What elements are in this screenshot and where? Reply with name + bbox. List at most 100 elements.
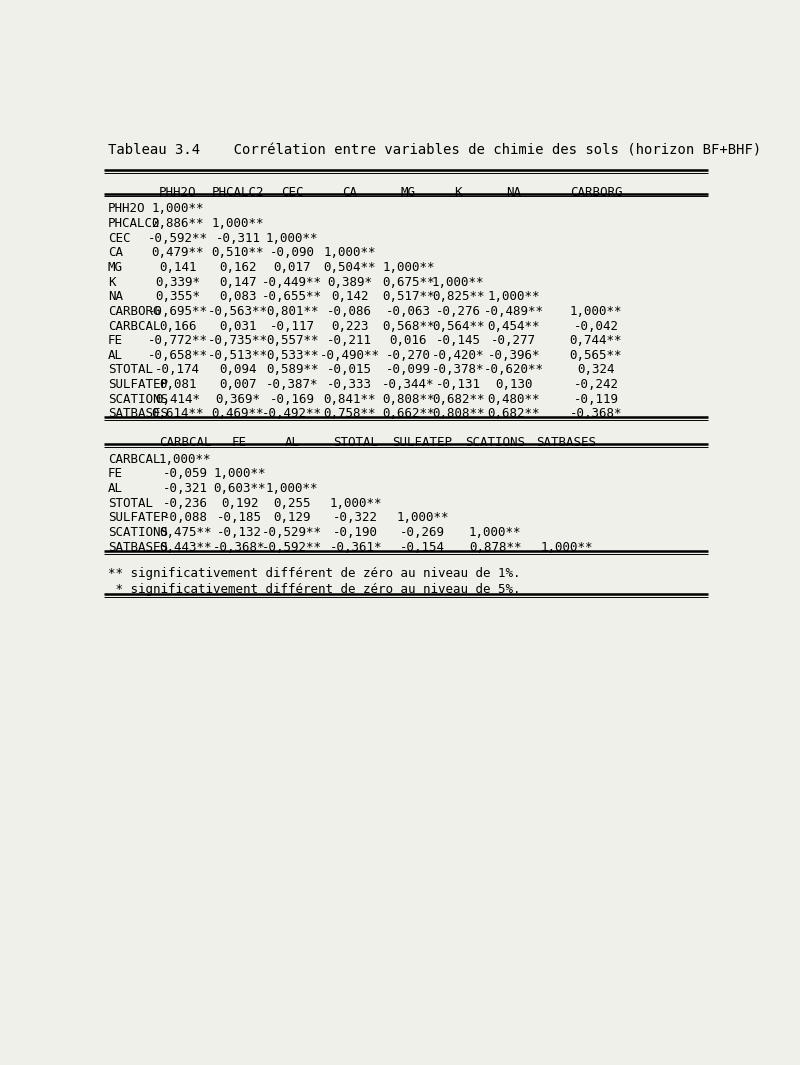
Text: 0,031: 0,031 bbox=[219, 320, 257, 332]
Text: -0,592**: -0,592** bbox=[147, 232, 207, 245]
Text: 1,000**: 1,000** bbox=[469, 526, 522, 539]
Text: 0,825**: 0,825** bbox=[432, 291, 484, 304]
Text: ** significativement différent de zéro au niveau de 1%.: ** significativement différent de zéro a… bbox=[108, 568, 520, 580]
Text: 0,510**: 0,510** bbox=[212, 246, 264, 260]
Text: -0,322: -0,322 bbox=[334, 511, 378, 524]
Text: SCATIONS: SCATIONS bbox=[108, 393, 168, 406]
Text: -0,513**: -0,513** bbox=[208, 349, 268, 362]
Text: 0,557**: 0,557** bbox=[266, 334, 318, 347]
Text: 0,682**: 0,682** bbox=[488, 407, 540, 421]
Text: 0,808**: 0,808** bbox=[432, 407, 484, 421]
Text: MG: MG bbox=[401, 185, 416, 198]
Text: 1,000**: 1,000** bbox=[323, 246, 376, 260]
Text: SCATIONS: SCATIONS bbox=[466, 436, 526, 448]
Text: PHCALC2: PHCALC2 bbox=[108, 217, 160, 230]
Text: PHH2O: PHH2O bbox=[108, 202, 146, 215]
Text: K: K bbox=[454, 185, 462, 198]
Text: 0,369*: 0,369* bbox=[215, 393, 261, 406]
Text: 0,454**: 0,454** bbox=[488, 320, 540, 332]
Text: -0,492**: -0,492** bbox=[262, 407, 322, 421]
Text: -0,236: -0,236 bbox=[162, 496, 208, 510]
Text: 0,223: 0,223 bbox=[331, 320, 368, 332]
Text: -0,321: -0,321 bbox=[162, 482, 208, 495]
Text: -0,529**: -0,529** bbox=[262, 526, 322, 539]
Text: NA: NA bbox=[108, 291, 122, 304]
Text: AL: AL bbox=[285, 436, 300, 448]
Text: -0,132: -0,132 bbox=[217, 526, 262, 539]
Text: 0,878**: 0,878** bbox=[469, 541, 522, 554]
Text: CEC: CEC bbox=[281, 185, 303, 198]
Text: 0,614**: 0,614** bbox=[151, 407, 204, 421]
Text: CEC: CEC bbox=[108, 232, 130, 245]
Text: 0,565**: 0,565** bbox=[570, 349, 622, 362]
Text: 1,000**: 1,000** bbox=[214, 468, 266, 480]
Text: AL: AL bbox=[108, 482, 122, 495]
Text: 0,130: 0,130 bbox=[495, 378, 533, 391]
Text: 0,662**: 0,662** bbox=[382, 407, 434, 421]
Text: -0,086: -0,086 bbox=[327, 305, 372, 317]
Text: 0,083: 0,083 bbox=[219, 291, 257, 304]
Text: 0,568**: 0,568** bbox=[382, 320, 434, 332]
Text: 0,443**: 0,443** bbox=[159, 541, 211, 554]
Text: CARBCAL: CARBCAL bbox=[108, 320, 160, 332]
Text: NA: NA bbox=[506, 185, 522, 198]
Text: 0,808**: 0,808** bbox=[382, 393, 434, 406]
Text: 0,758**: 0,758** bbox=[323, 407, 376, 421]
Text: 1,000**: 1,000** bbox=[540, 541, 593, 554]
Text: -0,063: -0,063 bbox=[386, 305, 431, 317]
Text: 0,324: 0,324 bbox=[578, 363, 614, 376]
Text: SCATIONS: SCATIONS bbox=[108, 526, 168, 539]
Text: 0,166: 0,166 bbox=[158, 320, 196, 332]
Text: -0,735**: -0,735** bbox=[208, 334, 268, 347]
Text: 0,886**: 0,886** bbox=[151, 217, 204, 230]
Text: 0,414*: 0,414* bbox=[155, 393, 200, 406]
Text: 0,479**: 0,479** bbox=[151, 246, 204, 260]
Text: 0,603**: 0,603** bbox=[214, 482, 266, 495]
Text: 0,016: 0,016 bbox=[390, 334, 427, 347]
Text: -0,563**: -0,563** bbox=[208, 305, 268, 317]
Text: FE: FE bbox=[232, 436, 247, 448]
Text: -0,361*: -0,361* bbox=[330, 541, 382, 554]
Text: -0,333: -0,333 bbox=[327, 378, 372, 391]
Text: CA: CA bbox=[342, 185, 357, 198]
Text: CARBCAL: CARBCAL bbox=[108, 453, 160, 465]
Text: -0,592**: -0,592** bbox=[262, 541, 322, 554]
Text: -0,154: -0,154 bbox=[400, 541, 445, 554]
Text: STOTAL: STOTAL bbox=[108, 496, 153, 510]
Text: 0,589**: 0,589** bbox=[266, 363, 318, 376]
Text: PHH2O: PHH2O bbox=[158, 185, 196, 198]
Text: SATBASES: SATBASES bbox=[537, 436, 597, 448]
Text: 0,504**: 0,504** bbox=[323, 261, 376, 274]
Text: 1,000**: 1,000** bbox=[159, 453, 211, 465]
Text: -0,090: -0,090 bbox=[270, 246, 314, 260]
Text: -0,190: -0,190 bbox=[334, 526, 378, 539]
Text: -0,169: -0,169 bbox=[270, 393, 314, 406]
Text: -0,368*: -0,368* bbox=[570, 407, 622, 421]
Text: -0,119: -0,119 bbox=[574, 393, 618, 406]
Text: 0,017: 0,017 bbox=[274, 261, 311, 274]
Text: 0,469**: 0,469** bbox=[212, 407, 264, 421]
Text: -0,015: -0,015 bbox=[327, 363, 372, 376]
Text: -0,620**: -0,620** bbox=[484, 363, 544, 376]
Text: 0,142: 0,142 bbox=[331, 291, 368, 304]
Text: -0,695**: -0,695** bbox=[147, 305, 207, 317]
Text: 0,682**: 0,682** bbox=[432, 393, 484, 406]
Text: 0,339*: 0,339* bbox=[155, 276, 200, 289]
Text: 0,192: 0,192 bbox=[221, 496, 258, 510]
Text: PHCALC2: PHCALC2 bbox=[212, 185, 264, 198]
Text: -0,344*: -0,344* bbox=[382, 378, 434, 391]
Text: 0,533**: 0,533** bbox=[266, 349, 318, 362]
Text: -0,396*: -0,396* bbox=[488, 349, 540, 362]
Text: 1,000**: 1,000** bbox=[382, 261, 434, 274]
Text: 0,480**: 0,480** bbox=[488, 393, 540, 406]
Text: 0,081: 0,081 bbox=[158, 378, 196, 391]
Text: CARBORG: CARBORG bbox=[570, 185, 622, 198]
Text: 0,147: 0,147 bbox=[219, 276, 257, 289]
Text: 0,355*: 0,355* bbox=[155, 291, 200, 304]
Text: CARBORG: CARBORG bbox=[108, 305, 160, 317]
Text: -0,185: -0,185 bbox=[217, 511, 262, 524]
Text: -0,117: -0,117 bbox=[270, 320, 314, 332]
Text: 1,000**: 1,000** bbox=[212, 217, 264, 230]
Text: -0,242: -0,242 bbox=[574, 378, 618, 391]
Text: -0,378*: -0,378* bbox=[432, 363, 484, 376]
